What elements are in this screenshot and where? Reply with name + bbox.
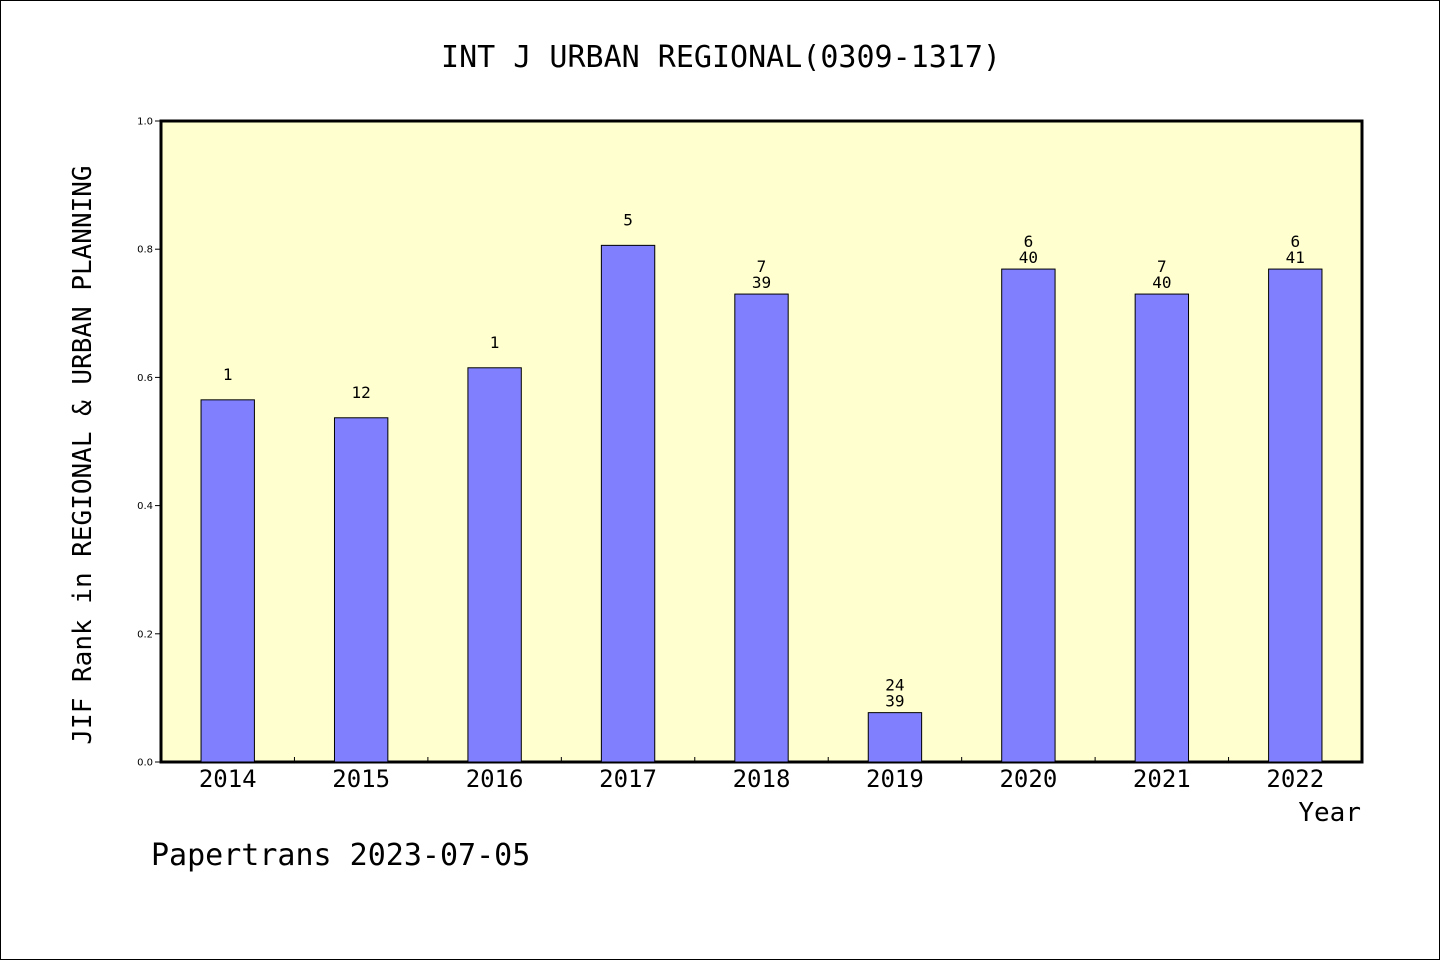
y-axis: 0.0 0.2 0.4 0.6 0.8 1.0	[137, 117, 161, 769]
y-axis-title: JIF Rank in REGIONAL & URBAN PLANNING	[68, 165, 98, 744]
bar-label-bottom: 41	[1286, 248, 1305, 267]
x-tick-label: 2015	[332, 765, 390, 793]
bar-2017	[600, 244, 656, 763]
bar-2018	[734, 293, 789, 763]
bar-label-top: 6	[1024, 232, 1034, 251]
footer-text: Papertrans 2023-07-05	[151, 838, 530, 873]
x-axis-title: Year	[1298, 798, 1361, 828]
x-tick-label: 2022	[1266, 765, 1324, 793]
bar-2019	[867, 712, 923, 763]
x-axis: 2014 2015 2016 2017 2018 2019 2020 2021 2022	[199, 757, 1324, 793]
bar-2021	[1134, 293, 1190, 763]
bar-label-top: 24	[885, 676, 904, 695]
bar-label-bottom: 40	[1152, 273, 1171, 292]
bar-label-top: 1	[490, 333, 500, 352]
bar-label-top: 7	[757, 257, 767, 276]
x-tick-label: 2018	[733, 765, 791, 793]
bar-2020	[1001, 268, 1056, 763]
y-tick-label: 0.4	[137, 501, 153, 512]
bar-label-top: 12	[352, 383, 371, 402]
bar-2016	[467, 367, 522, 763]
x-tick-label: 2017	[599, 765, 657, 793]
y-tick-label: 0.2	[137, 629, 153, 640]
y-tick-label: 0.8	[137, 245, 153, 256]
bar-2014	[200, 399, 255, 763]
bar-label-top: 6	[1290, 232, 1300, 251]
bar-label-top: 1	[223, 365, 233, 384]
bars	[200, 244, 1323, 763]
chart-title: INT J URBAN REGIONAL(0309-1317)	[441, 40, 1001, 75]
bar-2022	[1268, 268, 1323, 763]
x-tick-label: 2014	[199, 765, 257, 793]
bar-2015	[333, 417, 389, 763]
y-tick-label: 0.0	[137, 758, 153, 769]
x-tick-label: 2021	[1133, 765, 1191, 793]
bar-label-bottom: 39	[752, 273, 771, 292]
y-tick-label: 0.6	[137, 373, 153, 384]
y-tick-label: 1.0	[137, 117, 153, 128]
bar-label-bottom: 40	[1019, 248, 1038, 267]
bar-label-bottom: 39	[885, 692, 904, 711]
x-tick-label: 2019	[866, 765, 924, 793]
bar-label-top: 5	[623, 210, 633, 229]
x-tick-label: 2020	[999, 765, 1057, 793]
bar-label-top: 7	[1157, 257, 1167, 276]
x-tick-label: 2016	[466, 765, 524, 793]
